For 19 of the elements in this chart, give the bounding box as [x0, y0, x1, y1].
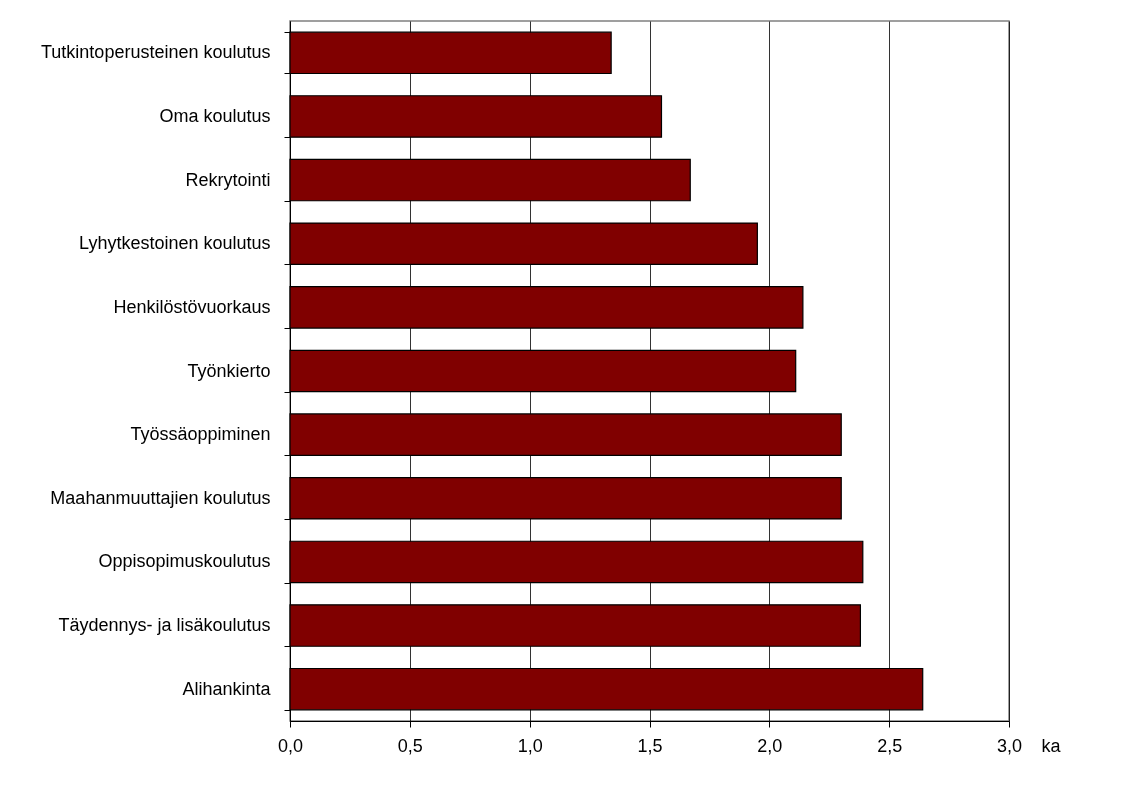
x-tick-label: 1,0 [517, 735, 543, 756]
y-tick-label: Tutkintoperusteinen koulutus [41, 42, 271, 63]
y-tick-label: Lyhytkestoinen koulutus [79, 233, 271, 254]
y-tick-label: Täydennys- ja lisäkoulutus [58, 615, 271, 636]
x-tick-label: 0,5 [397, 735, 423, 756]
y-tick-label: Alihankinta [182, 678, 272, 699]
x-tick-label: 2,0 [757, 735, 783, 756]
y-tick-label: Henkilöstövuorkaus [113, 296, 271, 317]
x-tick-label: 0,0 [277, 735, 304, 756]
y-tick-label: Rekrytointi [185, 169, 271, 190]
y-tick-label: Oma koulutus [159, 105, 271, 126]
y-tick-label: Työnkierto [187, 360, 271, 381]
x-tick-label: 3,0 [996, 735, 1023, 756]
y-tick-label: Maahanmuuttajien koulutus [50, 487, 271, 508]
y-tick-label: Oppisopimuskoulutus [98, 551, 271, 572]
x-tick-label: 1,5 [637, 735, 663, 756]
x-axis-title: ka [1041, 735, 1062, 756]
y-tick-label: Työssäoppiminen [130, 424, 271, 445]
x-tick-label: 2,5 [877, 735, 903, 756]
